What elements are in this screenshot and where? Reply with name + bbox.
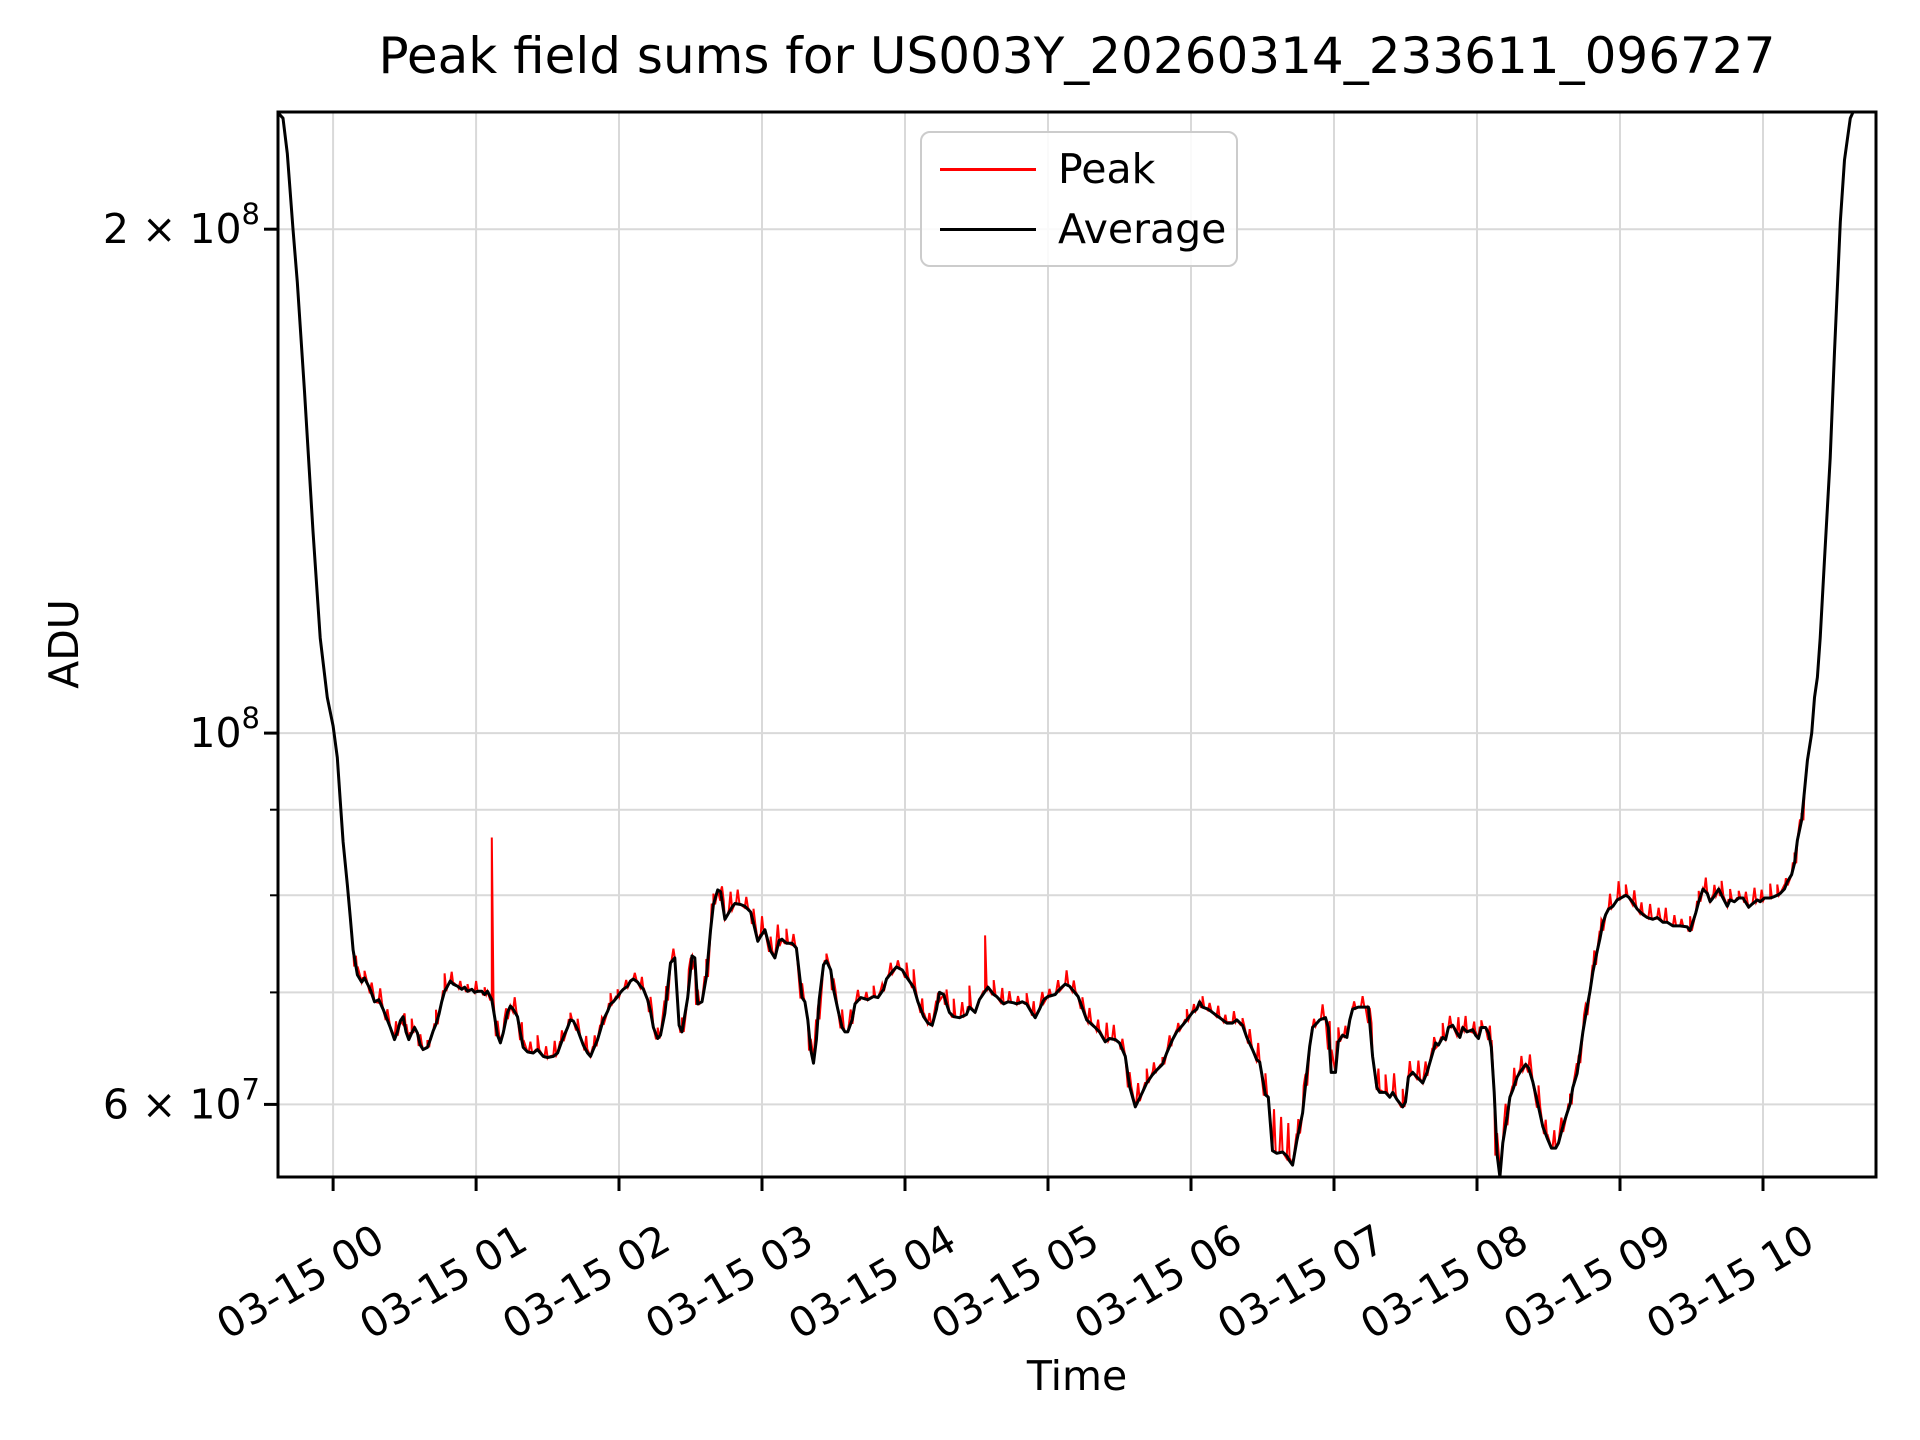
plot-frame: [276, 110, 1878, 1179]
peak-line-swatch: [940, 167, 1036, 171]
legend-item-peak: Peak: [940, 144, 1218, 193]
legend: Peak Average: [920, 131, 1238, 267]
y-tick-labels: 2 × 108 108 6 × 107: [103, 197, 260, 1128]
svg-text:6 × 107: 6 × 107: [103, 1072, 260, 1128]
y-axis-label: ADU: [40, 599, 88, 689]
svg-text:108: 108: [189, 701, 260, 757]
svg-text:2 × 108: 2 × 108: [103, 197, 260, 253]
average-line-swatch: [940, 227, 1036, 231]
chart-title: Peak field sums for US003Y_20260314_2336…: [378, 27, 1776, 85]
legend-label-average: Average: [1058, 204, 1227, 253]
legend-label-peak: Peak: [1058, 144, 1156, 193]
series: [278, 112, 1876, 1177]
legend-item-average: Average: [940, 208, 1226, 250]
x-axis-label: Time: [1026, 1352, 1128, 1400]
tick-marks: [264, 227, 1765, 1191]
average-line: [278, 112, 1876, 1177]
